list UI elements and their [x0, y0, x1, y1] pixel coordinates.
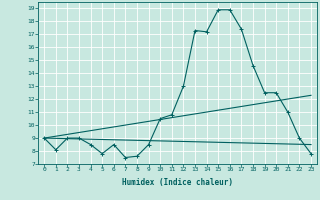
- X-axis label: Humidex (Indice chaleur): Humidex (Indice chaleur): [122, 178, 233, 187]
